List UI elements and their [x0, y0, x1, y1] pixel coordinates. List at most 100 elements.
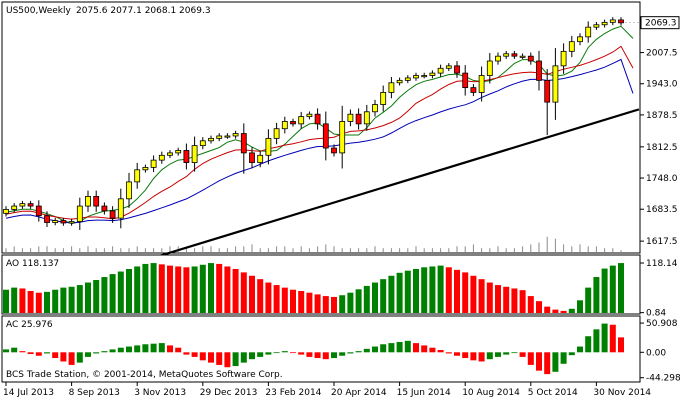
date-tick-label: 29 Dec 2013	[200, 388, 257, 398]
ao-bar	[306, 292, 313, 313]
bearish-candle	[470, 87, 477, 93]
ac-bar	[552, 352, 559, 372]
ao-bar	[339, 295, 346, 313]
ao-bar	[618, 263, 624, 313]
bullish-candle	[396, 79, 403, 84]
bullish-candle	[486, 60, 493, 76]
date-tick-label: 10 Aug 2014	[462, 388, 520, 398]
ao-bar	[511, 288, 518, 313]
bearish-candle	[314, 113, 321, 125]
bullish-candle	[52, 220, 59, 223]
ao-bar	[478, 279, 485, 313]
date-tick-label: 20 Apr 2014	[331, 388, 387, 398]
ac-bar	[568, 352, 575, 356]
bullish-candle	[363, 111, 370, 125]
bullish-candle	[167, 152, 173, 156]
ao-bar	[27, 291, 34, 313]
ac-bar	[19, 351, 26, 353]
price-tick-label: 1748.0	[646, 174, 678, 184]
bearish-candle	[183, 150, 190, 163]
bearish-candle	[290, 121, 296, 125]
ac-bar	[527, 352, 534, 365]
ac-bar	[281, 351, 288, 353]
ao-bar	[199, 264, 206, 313]
ao-bar	[52, 289, 59, 313]
bearish-candle	[454, 65, 460, 74]
ac-bar	[60, 352, 67, 362]
ac-bar	[503, 352, 510, 355]
ac-bar	[167, 345, 173, 353]
bullish-candle	[216, 135, 223, 139]
date-axis: 14 Jul 2013 8 Sep 2013 3 Nov 2013 29 Dec 20…	[3, 382, 651, 398]
ac-bar	[134, 345, 141, 353]
ao-bar	[404, 270, 411, 313]
ac-title: AC 25.976	[6, 320, 53, 330]
bullish-candle	[478, 75, 485, 93]
ao-bar	[413, 269, 419, 313]
ao-bar	[388, 275, 395, 313]
ac-bar	[544, 352, 551, 375]
awesome-oscillator-panel[interactable]: 118.14 0.84 AO 118.137	[1, 254, 678, 319]
price-tick-label: 1943.0	[646, 80, 678, 90]
ac-bar	[462, 352, 469, 359]
bearish-candle	[331, 147, 337, 154]
ao-bar	[249, 275, 255, 313]
bullish-candle	[232, 133, 239, 137]
bullish-candle	[388, 82, 395, 93]
bullish-candle	[191, 145, 198, 163]
date-tick-label: 3 Nov 2013	[134, 388, 186, 398]
ao-bar	[527, 296, 534, 313]
ac-bar	[257, 352, 264, 357]
ao-bar	[445, 267, 452, 313]
ao-bar	[314, 294, 321, 313]
ao-bar	[396, 272, 403, 313]
chart-title: US500,Weekly	[6, 6, 71, 16]
ao-bar	[372, 282, 378, 313]
bearish-candle	[462, 72, 469, 89]
ac-bar	[519, 352, 526, 357]
ac-bar	[486, 352, 493, 360]
ac-bar	[85, 352, 91, 357]
ao-bar	[35, 292, 42, 313]
ac-bar	[44, 352, 50, 354]
bullish-candle	[134, 169, 141, 183]
ao-bar	[503, 286, 510, 313]
ao-bar	[175, 266, 182, 313]
ao-bar	[577, 300, 583, 313]
bearish-candle	[27, 203, 34, 207]
bullish-candle	[495, 55, 501, 62]
ac-bar	[216, 352, 223, 365]
bearish-candle	[355, 113, 362, 125]
ac-bar	[117, 347, 124, 353]
ao-bar	[536, 301, 542, 313]
ac-bar	[322, 352, 329, 360]
ac-bar	[380, 344, 387, 353]
price-tick-label: 1878.5	[646, 111, 678, 121]
ao-bar	[363, 285, 370, 313]
ao-bar	[495, 285, 501, 313]
ac-bar	[404, 340, 411, 353]
ac-bar	[355, 351, 362, 353]
ac-bar	[396, 341, 403, 353]
ao-bar	[609, 265, 616, 313]
bullish-candle	[3, 209, 9, 214]
accelerator-oscillator-panel[interactable]: 50.908 0.00 -44.298 AC 25.976 BCS Trade St…	[1, 315, 680, 384]
bullish-candle	[601, 21, 608, 26]
bullish-candle	[298, 116, 305, 125]
bullish-candle	[158, 154, 165, 161]
ac-bar	[199, 352, 206, 361]
ao-bar	[331, 296, 337, 313]
ao-bar	[273, 285, 280, 313]
ao-bar	[3, 289, 9, 313]
bullish-candle	[175, 150, 182, 154]
bullish-candle	[413, 75, 419, 79]
bullish-candle	[429, 72, 436, 76]
ao-axis: 118.14 0.84	[640, 259, 678, 319]
ac-bar	[445, 352, 452, 354]
ac-bar	[609, 324, 616, 353]
bearish-candle	[544, 79, 551, 103]
ac-bar	[421, 345, 428, 353]
ac-bar	[3, 349, 9, 353]
ao-bar	[290, 289, 296, 313]
